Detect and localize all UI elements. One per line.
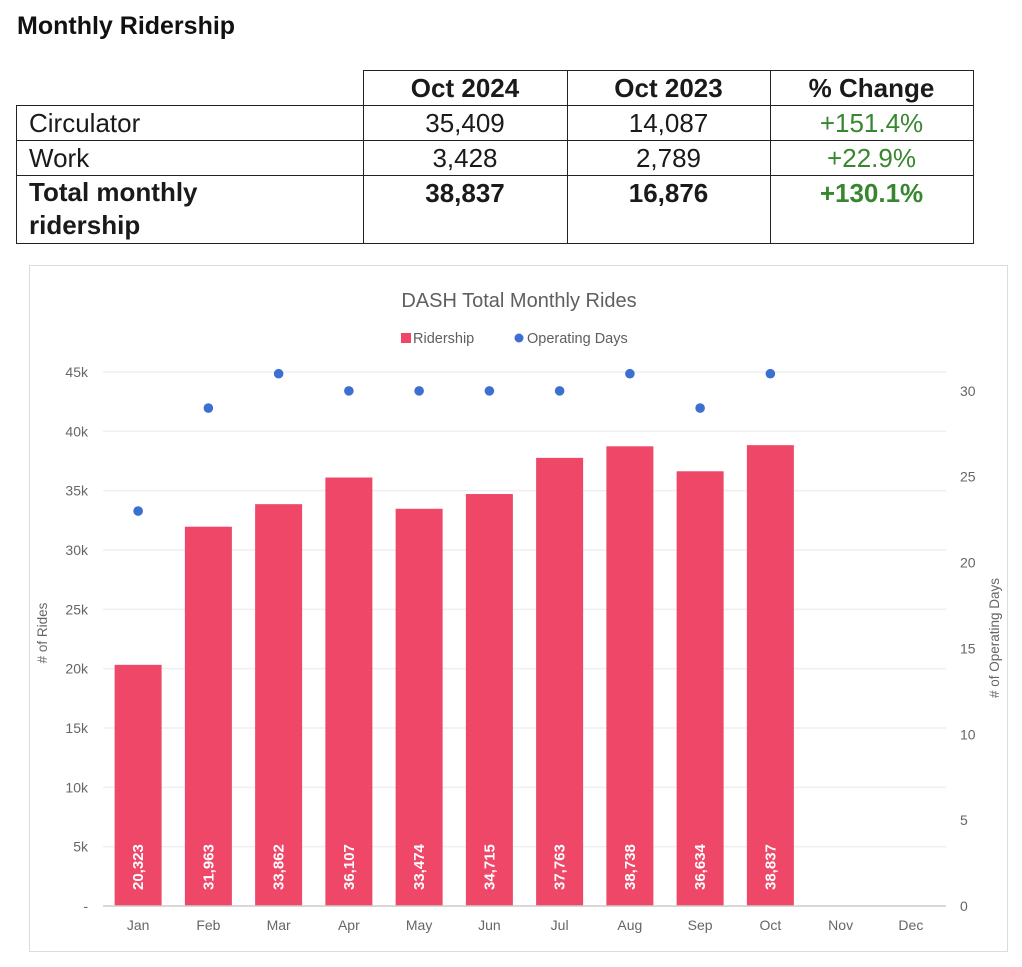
chart-legend: Ridership Operating Days [401, 331, 628, 347]
row-label-line2: ridership [29, 210, 141, 240]
row-label: Work [16, 140, 364, 176]
cell-oct-2024: 38,837 [362, 175, 568, 244]
bar [746, 445, 794, 906]
legend-operating-days-label: Operating Days [527, 331, 628, 347]
header-pct-change: % Change [769, 70, 974, 106]
bar [184, 526, 232, 906]
bar-value-label: 20,323 [130, 844, 147, 890]
bar-value-label: 33,862 [271, 844, 288, 890]
bar-value-label: 37,763 [552, 844, 569, 890]
cell-oct-2024: 35,409 [362, 105, 568, 141]
table-row: Circulator 35,409 14,087 +151.4% [16, 105, 974, 141]
operating-days-point [344, 386, 354, 396]
bar-value-label: 33,474 [411, 843, 428, 890]
y2-tick-label: 5 [960, 812, 968, 828]
operating-days-point [414, 386, 424, 396]
x-tick-label: Oct [759, 917, 781, 933]
y-tick-label: - [83, 898, 88, 914]
x-tick-label: Feb [196, 917, 220, 933]
x-tick-label: Dec [898, 917, 923, 933]
legend-ridership-swatch [401, 333, 411, 343]
header-blank [16, 70, 364, 106]
bar [114, 664, 162, 906]
ridership-table: Oct 2024 Oct 2023 % Change Circulator 35… [16, 70, 974, 244]
x-tick-label: Jun [478, 917, 501, 933]
operating-days-point [554, 386, 565, 396]
bar-value-label: 38,738 [622, 844, 639, 890]
y-axis-ticks: - 5k 10k 15k 20k 25k 30k 35k 40k 45k [65, 364, 89, 914]
operating-days-point [203, 403, 214, 413]
gridlines [103, 371, 946, 848]
x-axis-ticks: Jan Feb Mar Apr May Jun Jul Aug Sep Oct Nov Dec [127, 917, 923, 933]
y-tick-label: 5k [73, 839, 89, 855]
row-label-line1: Total monthly [29, 177, 198, 207]
operating-days-points [133, 368, 776, 516]
header-oct-2024: Oct 2024 [362, 70, 568, 106]
bar-value-label: 38,837 [762, 844, 779, 890]
x-tick-label: Jul [551, 917, 569, 933]
x-tick-label: Mar [267, 917, 291, 933]
y-tick-label: 30k [65, 542, 89, 558]
operating-days-point [133, 506, 143, 516]
y2-axis-ticks: 0 5 10 15 20 25 30 [960, 383, 976, 914]
bar [395, 508, 443, 906]
cell-pct-change: +151.4% [769, 105, 974, 141]
operating-days-point [273, 368, 284, 379]
y2-tick-label: 10 [960, 726, 976, 742]
bar-value-label: 36,634 [692, 843, 709, 890]
x-tick-label: Sep [688, 917, 713, 933]
chart-title: DASH Total Monthly Rides [401, 290, 636, 312]
y2-tick-label: 20 [960, 555, 976, 571]
y-axis-label: # of Rides [35, 602, 50, 663]
y2-tick-label: 30 [960, 383, 976, 399]
y-tick-label: 40k [65, 423, 89, 439]
ridership-bars: 20,323 31,963 33,862 36,107 33,474 34,715 37,7… [114, 445, 794, 906]
y2-tick-label: 15 [960, 640, 976, 656]
legend-ridership-label: Ridership [413, 331, 474, 347]
table-header-row: Oct 2024 Oct 2023 % Change [16, 70, 974, 106]
bar [606, 446, 654, 906]
y2-axis-label: # of Operating Days [987, 578, 1002, 698]
row-label-total: Total monthly ridership [16, 175, 364, 244]
bar-value-label: 36,107 [341, 844, 358, 890]
operating-days-point [625, 368, 635, 379]
legend-operating-days-swatch [514, 333, 524, 343]
y-tick-label: 10k [65, 779, 89, 795]
bar [255, 504, 303, 906]
cell-oct-2023: 16,876 [566, 175, 771, 244]
row-label: Circulator [16, 105, 364, 141]
y-tick-label: 20k [65, 661, 89, 677]
bar [536, 457, 584, 906]
y-tick-label: 15k [65, 720, 89, 736]
bar-value-label: 34,715 [481, 844, 498, 890]
table-row-total: Total monthly ridership 38,837 16,876 +13… [16, 175, 974, 244]
cell-oct-2023: 14,087 [566, 105, 771, 141]
cell-pct-change: +22.9% [769, 140, 974, 176]
bar [465, 494, 513, 906]
operating-days-point [765, 368, 776, 379]
y2-tick-label: 0 [960, 898, 968, 914]
x-tick-label: Jan [127, 917, 150, 933]
bar-value-label: 31,963 [200, 844, 217, 890]
x-tick-label: May [406, 917, 432, 933]
header-oct-2023: Oct 2023 [566, 70, 771, 106]
cell-oct-2023: 2,789 [566, 140, 771, 176]
table-row: Work 3,428 2,789 +22.9% [16, 140, 974, 176]
x-tick-label: Aug [617, 917, 642, 933]
cell-pct-change: +130.1% [769, 175, 974, 244]
page-heading: Monthly Ridership [17, 12, 236, 40]
y-tick-label: 35k [65, 483, 89, 499]
chart-frame [29, 265, 1008, 952]
operating-days-point [484, 386, 495, 396]
x-tick-label: Apr [338, 917, 360, 933]
bar [325, 477, 373, 906]
y2-tick-label: 25 [960, 469, 976, 485]
x-tick-label: Nov [828, 917, 853, 933]
y-tick-label: 25k [65, 601, 89, 617]
operating-days-point [695, 403, 705, 413]
y-tick-label: 45k [65, 364, 89, 380]
bar [676, 471, 724, 906]
cell-oct-2024: 3,428 [362, 140, 568, 176]
